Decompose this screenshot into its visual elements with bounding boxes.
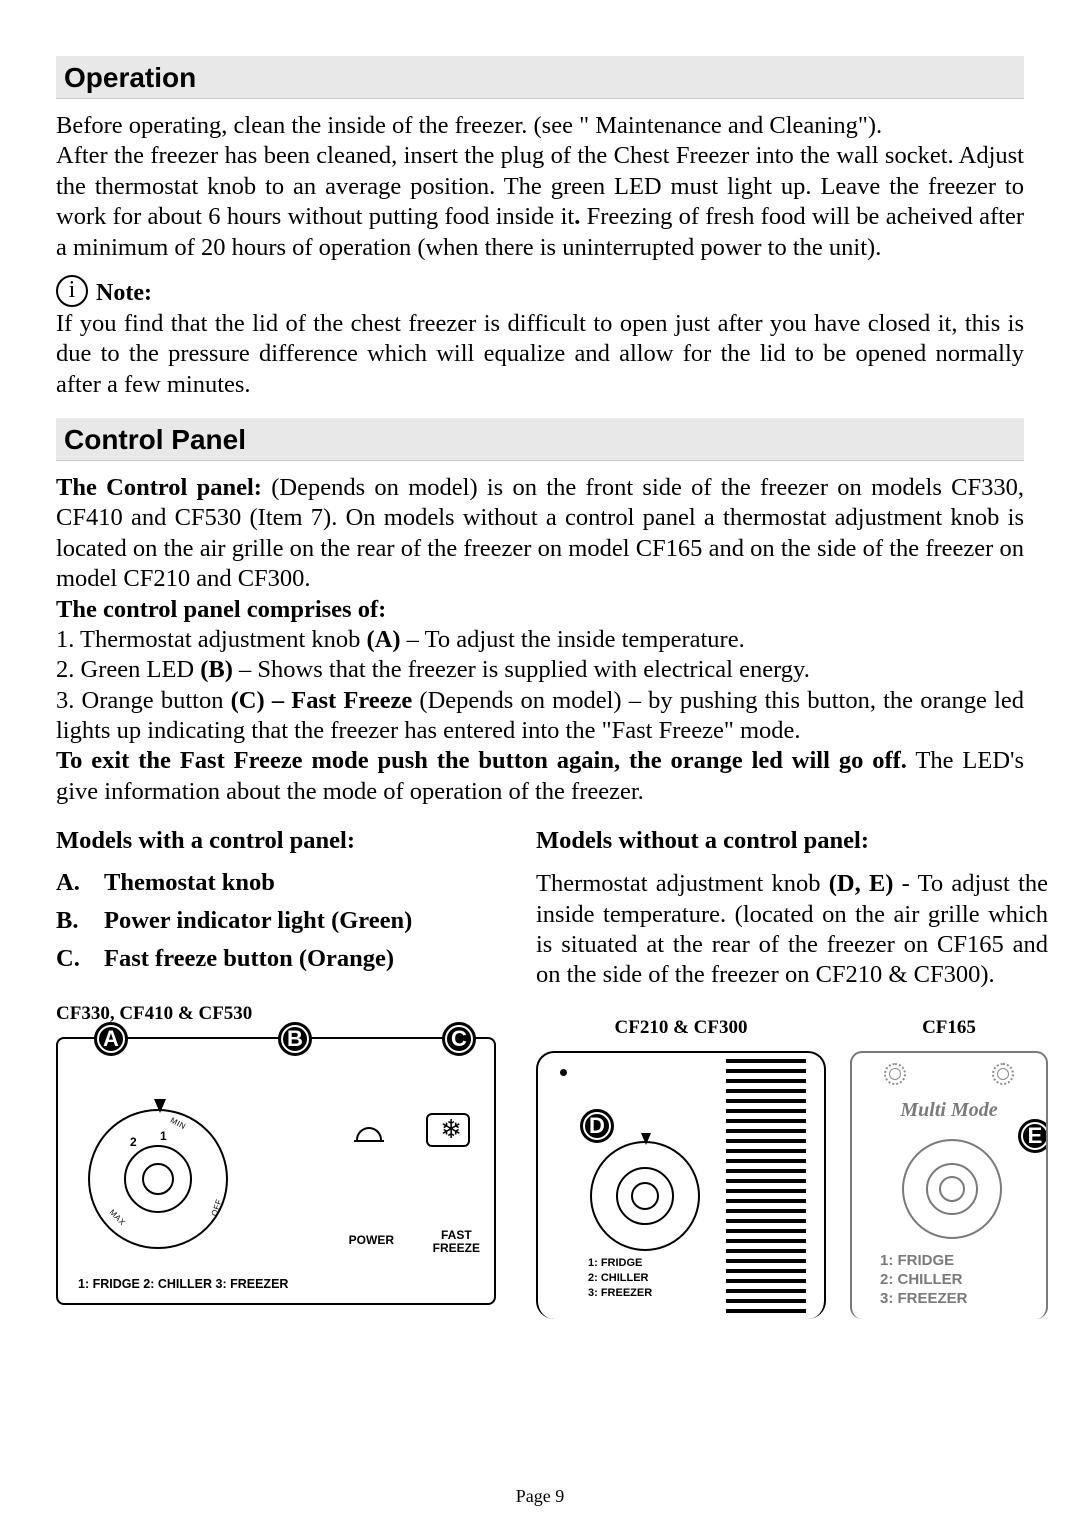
cp-i1c: – To adjust the inside temperature.	[401, 626, 745, 653]
knob-num-2: 2	[130, 1135, 137, 1149]
info-icon: i	[56, 275, 88, 307]
note-label: Note:	[96, 280, 152, 307]
model-label-1: CF330, CF410 & CF530	[56, 1003, 496, 1025]
cp-exit-bold: To exit the Fast Freeze mode push the bu…	[56, 747, 907, 774]
r-body-b: (D, E)	[829, 870, 894, 897]
page-number: Page 9	[0, 1486, 1080, 1507]
knob-pointer-icon	[154, 1099, 166, 1113]
right-body: Thermostat adjustment knob (D, E) - To a…	[536, 869, 1048, 991]
cp-i3a: 3. Orange button	[56, 687, 231, 714]
dia2-wrap: CF210 & CF300 D 1: FRIDGE 2: CHILLER 3: …	[536, 1017, 826, 1319]
dia1-bottom-legend: 1: FRIDGE 2: CHILLER 3: FREEZER	[78, 1277, 288, 1291]
letter-c: C.	[56, 945, 80, 973]
cp-i3b: (C) – Fast Freeze	[231, 687, 413, 714]
knob-d-pointer-icon	[641, 1133, 651, 1145]
controlpanel-lead: The Control panel: (Depends on model) is…	[56, 473, 1024, 595]
cp-i2c: – Shows that the freezer is supplied wit…	[233, 656, 810, 683]
left-subhead: Models with a control panel:	[56, 827, 496, 855]
right-subhead: Models without a control panel:	[536, 827, 1048, 855]
col-left: Models with a control panel: A. Themosta…	[56, 827, 496, 1319]
badge-e: E	[1018, 1119, 1048, 1153]
screw-icon	[560, 1069, 567, 1076]
cp-i2b: (B)	[200, 656, 233, 683]
dia3-legend: 1: FRIDGE 2: CHILLER 3: FREEZER	[880, 1252, 968, 1308]
cp-lead-bold: The Control panel:	[56, 474, 262, 501]
screw-icon	[884, 1063, 906, 1085]
cp-exit: To exit the Fast Freeze mode push the bu…	[56, 746, 1024, 807]
r-body-a: Thermostat adjustment knob	[536, 870, 829, 897]
text-a: Themostat knob	[104, 869, 275, 897]
thermostat-knob-e-icon	[902, 1139, 1002, 1239]
letter-a: A.	[56, 869, 80, 897]
power-led-icon	[356, 1127, 382, 1140]
badge-d: D	[580, 1109, 614, 1143]
diagram-cf330: A B C 1 2 MIN MAX OFF POWER ❄ FAST FREEZ…	[56, 1037, 496, 1305]
snowflake-icon: ❄	[440, 1117, 462, 1143]
multi-mode-label: Multi Mode	[852, 1099, 1046, 1122]
op-line1: Before operating, clean the inside of th…	[56, 112, 882, 139]
cp-i1b: (A)	[367, 626, 401, 653]
section-operation-header: Operation	[56, 56, 1024, 99]
air-grille-icon	[726, 1053, 806, 1319]
col-right: Models without a control panel: Thermost…	[536, 827, 1048, 1319]
cp-item3: 3. Orange button (C) – Fast Freeze (Depe…	[56, 686, 1024, 747]
list-item-a: A. Themostat knob	[56, 869, 496, 897]
diagram-cf210: D 1: FRIDGE 2: CHILLER 3: FREEZER	[536, 1051, 826, 1319]
thermostat-knob-icon	[88, 1109, 228, 1249]
text-b: Power indicator light (Green)	[104, 907, 412, 935]
badge-c: C	[442, 1022, 476, 1056]
letter-b: B.	[56, 907, 80, 935]
cp-comprises: The control panel comprises of:	[56, 595, 1024, 625]
list-item-b: B. Power indicator light (Green)	[56, 907, 496, 935]
cp-i1a: 1. Thermostat adjustment knob	[56, 626, 367, 653]
note-row: i Note:	[56, 275, 1024, 307]
operation-paragraph: Before operating, clean the inside of th…	[56, 111, 1024, 263]
cp-item2: 2. Green LED (B) – Shows that the freeze…	[56, 655, 1024, 685]
section-controlpanel-header: Control Panel	[56, 418, 1024, 461]
model-label-2: CF210 & CF300	[536, 1017, 826, 1039]
fast-freeze-label: FAST FREEZE	[433, 1229, 480, 1255]
thermostat-knob-d-icon	[590, 1141, 700, 1251]
list-item-c: C. Fast freeze button (Orange)	[56, 945, 496, 973]
text-c: Fast freeze button (Orange)	[104, 945, 394, 973]
badge-a: A	[94, 1022, 128, 1056]
cp-item1: 1. Thermostat adjustment knob (A) – To a…	[56, 625, 1024, 655]
dia2-legend: 1: FRIDGE 2: CHILLER 3: FREEZER	[588, 1256, 652, 1301]
note-body: If you find that the lid of the chest fr…	[56, 309, 1024, 400]
diagram-cf165: Multi Mode E 1: FRIDGE 2: CHILLER 3: FRE…	[850, 1051, 1048, 1319]
cp-i2a: 2. Green LED	[56, 656, 200, 683]
dia3-wrap: CF165 Multi Mode E 1: FRIDGE 2: CHILLER …	[850, 1017, 1048, 1319]
right-diagram-row: CF210 & CF300 D 1: FRIDGE 2: CHILLER 3: …	[536, 1017, 1048, 1319]
knob-num-1: 1	[160, 1129, 167, 1143]
badge-b: B	[278, 1022, 312, 1056]
power-label: POWER	[349, 1233, 394, 1247]
model-label-3: CF165	[850, 1017, 1048, 1039]
screw-icon	[992, 1063, 1014, 1085]
two-column-layout: Models with a control panel: A. Themosta…	[56, 827, 1024, 1319]
